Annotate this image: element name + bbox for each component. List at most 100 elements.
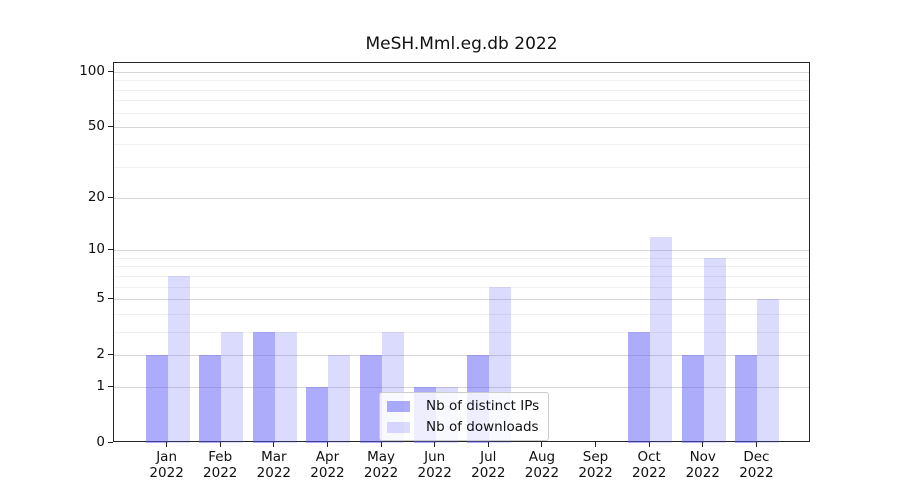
x-tick-month: Feb [208, 449, 233, 465]
bar-distinct-ips [252, 331, 275, 443]
x-tick-year: 2022 [417, 465, 452, 481]
x-tick [541, 442, 543, 447]
x-tick-label: Mar 2022 [246, 449, 302, 481]
gridline-minor [114, 112, 809, 114]
y-tick [108, 71, 113, 72]
x-tick-month: Oct [637, 449, 661, 465]
x-tick-month: Apr [315, 449, 340, 465]
y-tick-label: 50 [87, 117, 105, 134]
gridline-major [114, 298, 809, 300]
gridline-major [114, 72, 809, 73]
x-tick-year: 2022 [203, 465, 238, 481]
x-tick-label: Apr 2022 [299, 449, 355, 481]
bar-downloads [328, 354, 351, 443]
bar-downloads [703, 257, 726, 443]
x-tick [326, 442, 328, 447]
legend-item-distinct-ips: Nb of distinct IPs [387, 398, 539, 414]
x-tick-month: Nov [689, 449, 716, 465]
x-tick-label: Jan 2022 [139, 449, 195, 481]
y-tick [108, 442, 113, 443]
x-tick-year: 2022 [524, 465, 560, 481]
x-tick-year: 2022 [149, 465, 184, 481]
x-tick-month: Jun [424, 449, 446, 465]
y-tick-label: 20 [87, 189, 105, 206]
y-tick-label: 1 [96, 378, 105, 395]
y-tick-label: 10 [87, 241, 105, 258]
chart-title: MeSH.Mml.eg.db 2022 [365, 34, 558, 54]
x-tick [434, 442, 436, 447]
x-tick-year: 2022 [363, 465, 399, 481]
bar-distinct-ips [306, 387, 329, 443]
legend-swatch-distinct-ips [387, 400, 410, 412]
gridline-minor [114, 257, 809, 259]
gridline-minor [114, 331, 809, 333]
x-tick [702, 442, 704, 447]
gridline-minor [114, 286, 809, 288]
gridline-minor [114, 266, 809, 268]
bar-downloads [274, 331, 297, 443]
bar-downloads [221, 331, 244, 443]
gridline-major [114, 250, 809, 252]
plot-area: Nb of distinct IPs Nb of downloads [113, 62, 810, 443]
y-tick [108, 386, 113, 388]
gridline-minor [114, 100, 809, 102]
x-tick-year: 2022 [256, 465, 292, 481]
bar-distinct-ips [628, 331, 651, 443]
x-tick-label: Feb 2022 [192, 449, 248, 481]
x-tick-month: Mar [261, 449, 287, 465]
gridline-minor [114, 89, 809, 91]
gridline-major [114, 198, 809, 200]
bar-distinct-ips [199, 354, 222, 443]
x-tick-month: Sep [582, 449, 609, 465]
x-tick-label: Aug 2022 [514, 449, 570, 481]
bar-downloads [650, 236, 673, 443]
x-tick-year: 2022 [631, 465, 667, 481]
gridline-minor [114, 144, 809, 146]
y-tick [108, 125, 113, 127]
gridline-major [114, 126, 809, 128]
legend-label-distinct-ips: Nb of distinct IPs [426, 398, 540, 414]
gridline-minor [114, 166, 809, 168]
x-tick-month: Jul [480, 449, 497, 465]
bar-distinct-ips [360, 354, 383, 443]
gridline-major [114, 387, 809, 389]
x-tick-month: Aug [528, 449, 556, 465]
x-tick-label: Nov 2022 [675, 449, 731, 481]
legend-label-downloads: Nb of downloads [426, 419, 539, 435]
bar-downloads [757, 298, 780, 443]
x-tick-month: May [367, 449, 396, 465]
y-tick [108, 249, 113, 251]
x-tick-year: 2022 [739, 465, 774, 481]
x-tick [273, 442, 275, 447]
y-tick-label: 5 [96, 289, 105, 306]
x-tick-label: May 2022 [353, 449, 409, 481]
x-tick [219, 442, 221, 447]
bar-downloads [167, 275, 190, 443]
bar-distinct-ips [145, 354, 168, 443]
bar-distinct-ips [735, 354, 758, 443]
x-tick-year: 2022 [310, 465, 345, 481]
y-tick-label: 2 [96, 345, 105, 362]
bar-distinct-ips [681, 354, 704, 443]
gridline-minor [114, 313, 809, 315]
gridline-minor [114, 275, 809, 277]
gridline-major [114, 354, 809, 356]
x-tick [648, 442, 650, 447]
x-tick [755, 442, 757, 447]
x-tick-year: 2022 [578, 465, 613, 481]
y-tick [108, 353, 113, 355]
x-tick-label: Jul 2022 [460, 449, 516, 481]
x-tick-label: Sep 2022 [568, 449, 624, 481]
legend-item-downloads: Nb of downloads [387, 419, 539, 435]
y-tick [108, 297, 113, 299]
x-tick-label: Oct 2022 [621, 449, 677, 481]
x-tick-month: Dec [743, 449, 770, 465]
y-tick-label: 0 [96, 434, 105, 450]
x-tick-label: Jun 2022 [407, 449, 463, 481]
x-tick [380, 442, 382, 447]
x-tick-year: 2022 [471, 465, 506, 481]
gridline-minor [114, 80, 809, 82]
x-tick-month: Jan [156, 449, 178, 465]
y-tick [108, 197, 113, 199]
